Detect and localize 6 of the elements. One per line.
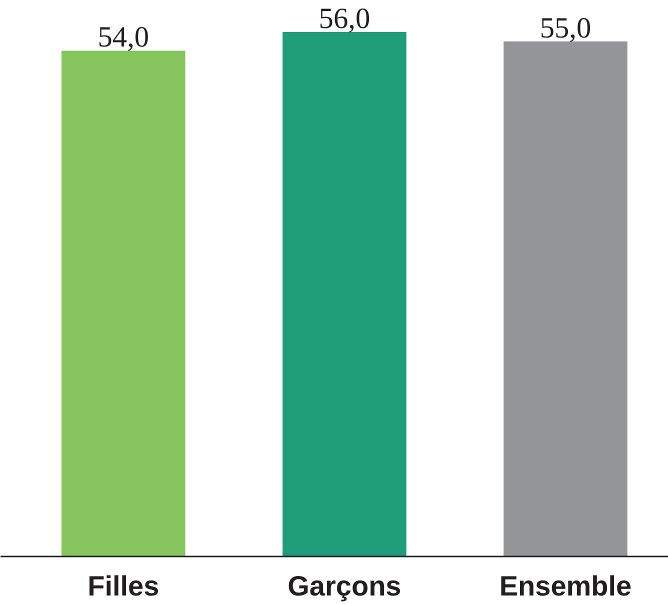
x-tick-label: Filles (88, 570, 160, 602)
data-label: 56,0 (318, 2, 370, 35)
x-tick-label: Garçons (288, 570, 402, 602)
x-tick-label: Ensemble (499, 570, 632, 602)
data-label: 55,0 (540, 12, 592, 44)
data-label: 54,0 (98, 22, 150, 54)
